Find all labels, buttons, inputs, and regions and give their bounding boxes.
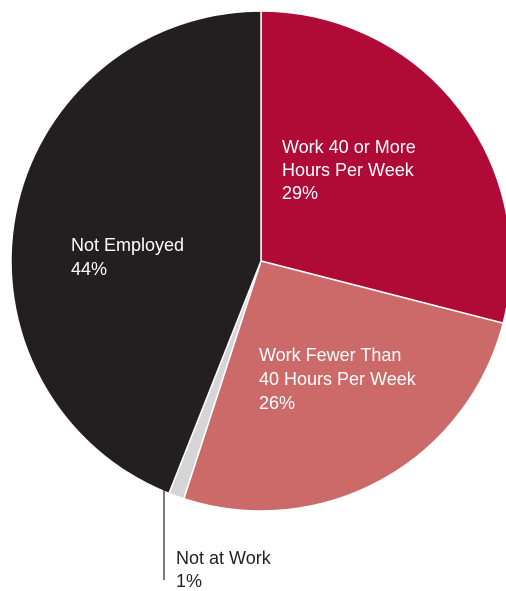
slice-label-work-40-plus: Work 40 or More Hours Per Week 29%: [282, 137, 421, 203]
slice-label-not-employed-line-1: Not Employed: [71, 235, 184, 255]
slice-value-not-employed: 44%: [71, 259, 107, 279]
slice-label-not-employed: Not Employed 44%: [71, 235, 189, 279]
slice-label-work-40-plus-line-1: Work 40 or More: [282, 137, 416, 157]
slice-label-not-at-work: Not at Work 1%: [176, 548, 276, 591]
slice-label-work-fewer-than-40-line-1: Work Fewer Than: [259, 345, 401, 365]
slice-label-work-fewer-than-40-line-2: 40 Hours Per Week: [259, 369, 417, 389]
pie-slices: [10, 10, 506, 512]
slice-value-work-fewer-than-40: 26%: [259, 393, 295, 413]
pie-slice-not-employed: [10, 10, 262, 495]
pie-slice-work-fewer-than-40: [182, 260, 505, 512]
slice-label-work-40-plus-line-2: Hours Per Week: [282, 160, 415, 180]
slice-label-not-at-work-line-1: Not at Work: [176, 548, 272, 568]
slice-value-not-at-work: 1%: [176, 571, 202, 591]
pie-slice-work-40-plus: [260, 10, 506, 325]
slice-label-work-fewer-than-40: Work Fewer Than 40 Hours Per Week 26%: [259, 345, 421, 413]
slice-value-work-40-plus: 29%: [282, 183, 318, 203]
